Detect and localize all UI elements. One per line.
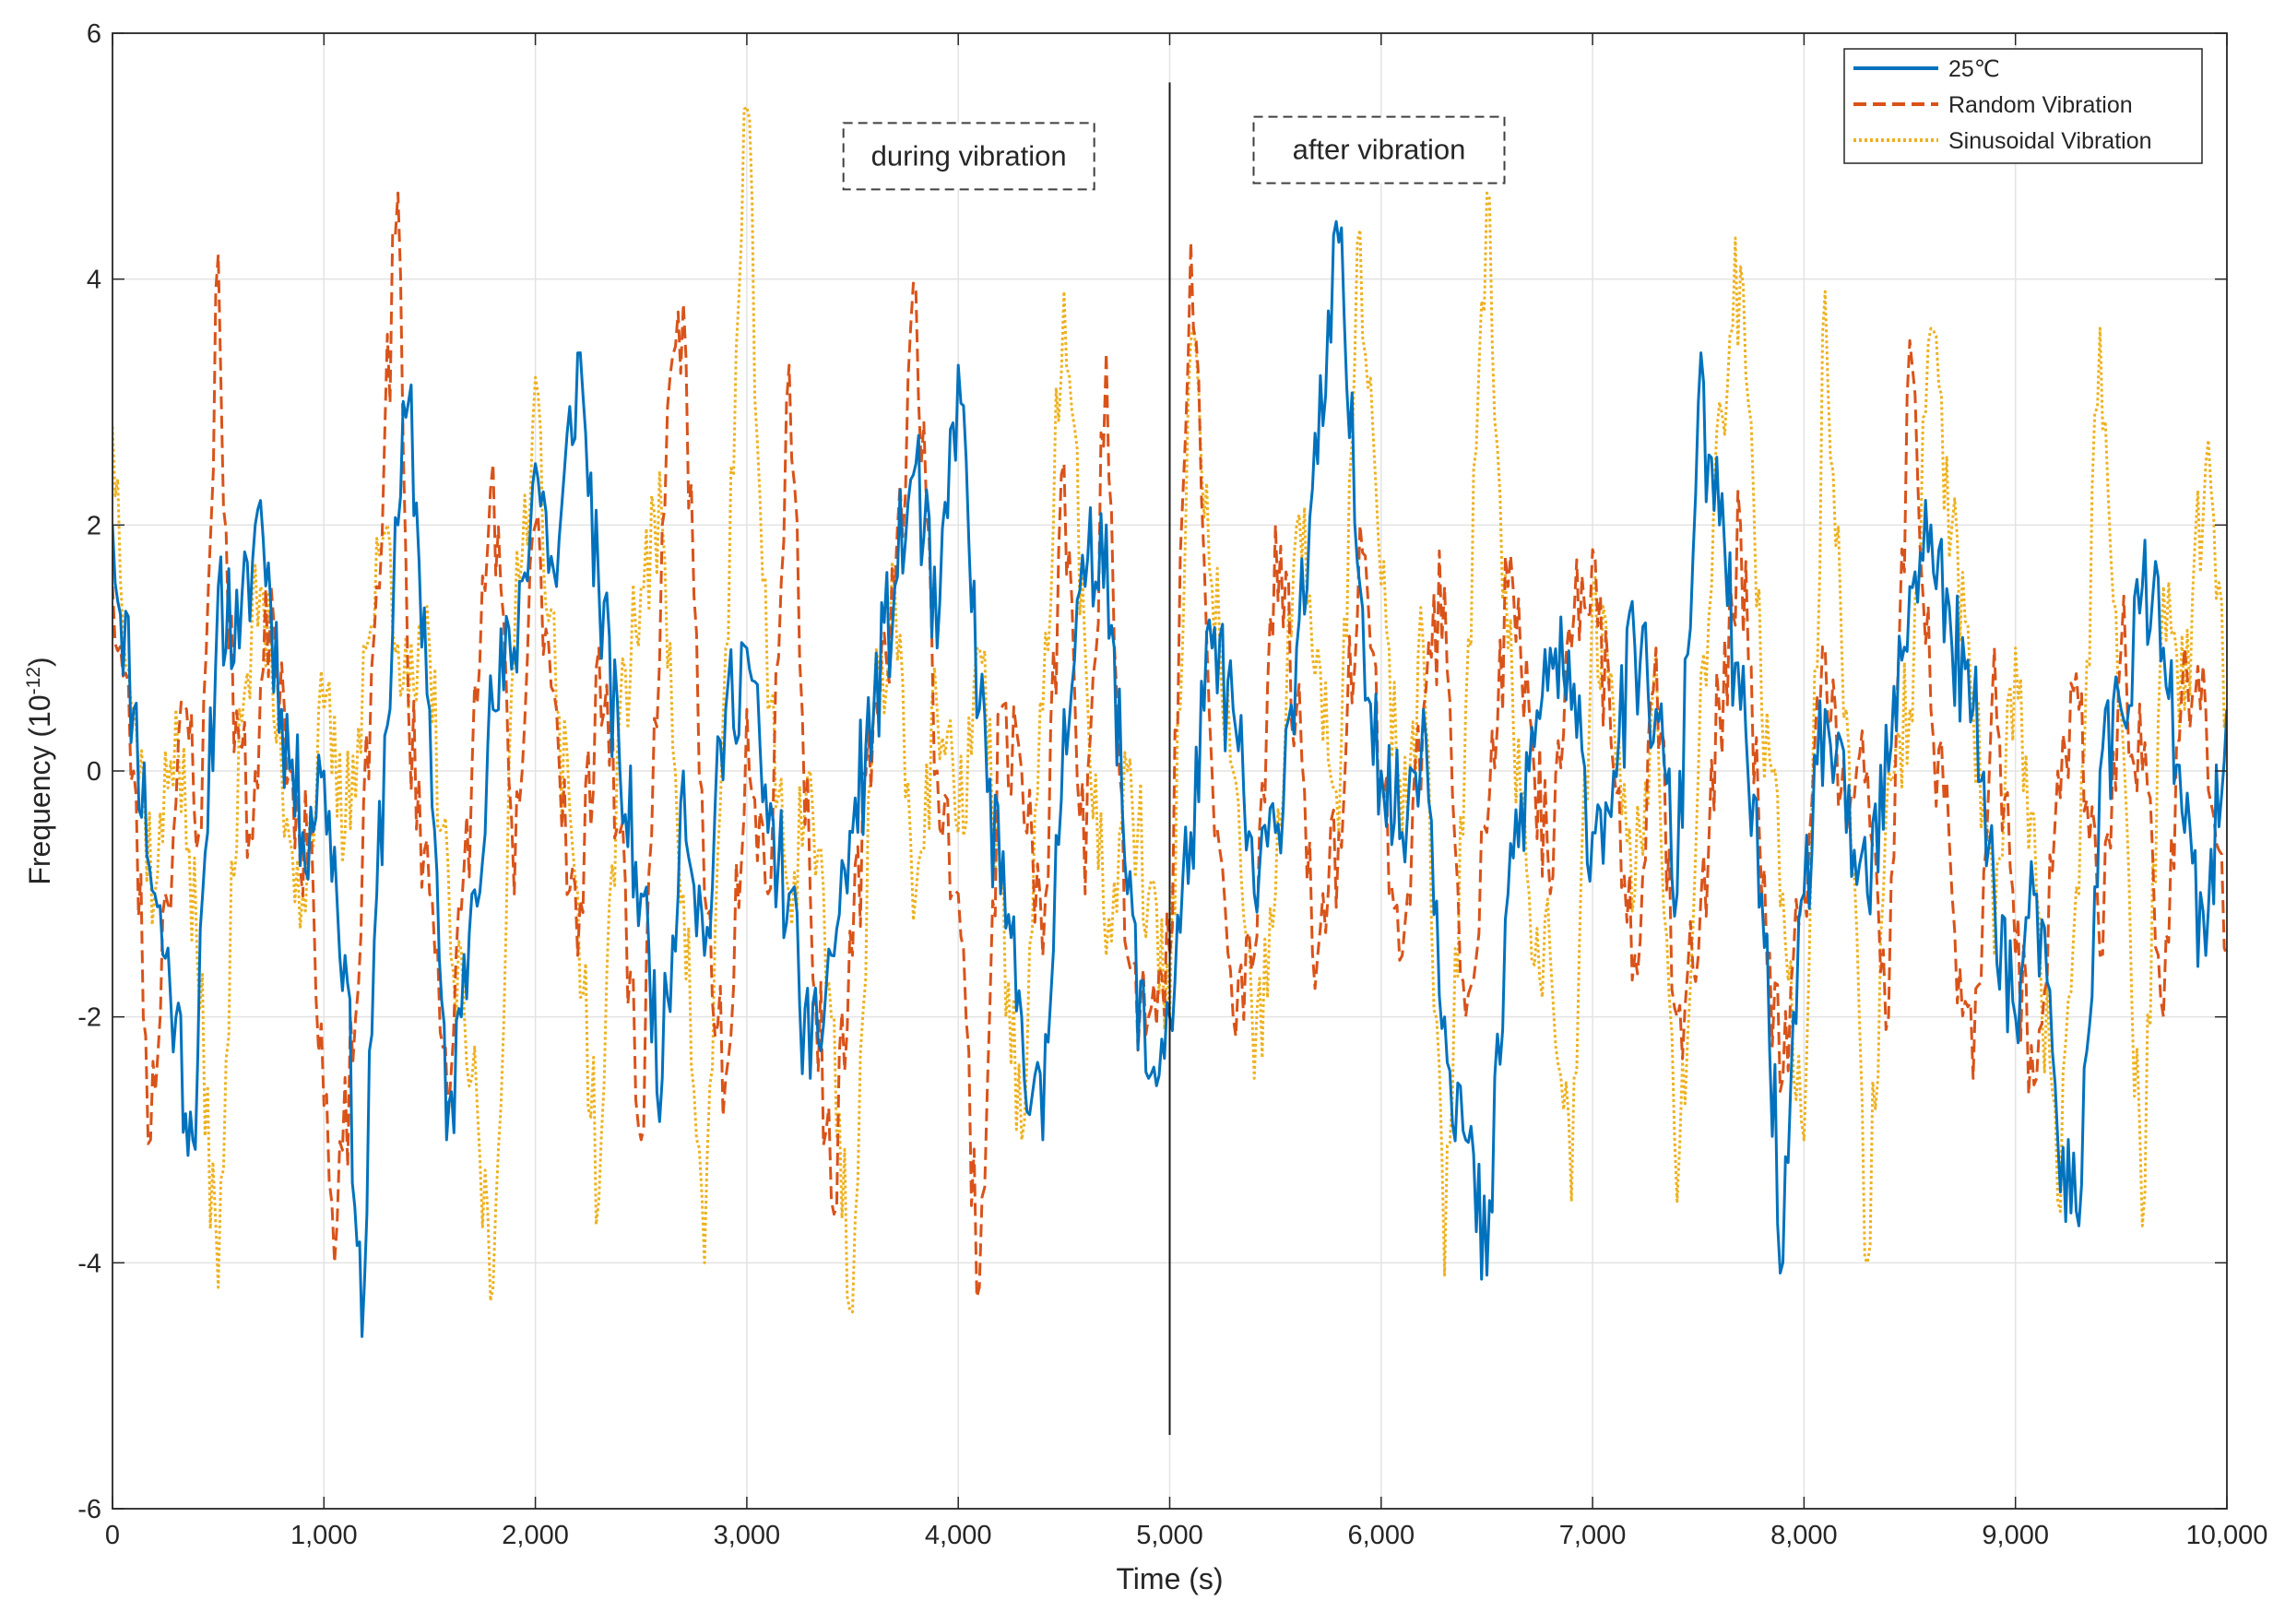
y-axis-label-main: Frequency (10 xyxy=(23,694,56,884)
series-line-25c xyxy=(112,219,2227,1338)
x-tick-label: 8,000 xyxy=(1770,1521,1838,1550)
y-tick-label: -6 xyxy=(77,1495,101,1524)
y-tick-label: 2 xyxy=(87,511,101,540)
annotation-after-vibration: after vibration xyxy=(1293,134,1466,166)
y-tick-label: -2 xyxy=(77,1003,101,1033)
y-tick-label: 4 xyxy=(87,266,101,295)
x-tick-label: 0 xyxy=(105,1521,120,1550)
y-axis-label-exponent: -12 xyxy=(23,667,44,694)
y-axis-label-suffix: ) xyxy=(23,657,56,667)
x-axis-label: Time (s) xyxy=(1116,1562,1223,1595)
axes xyxy=(112,32,2228,1510)
y-tick-label: 6 xyxy=(87,19,101,49)
legend-label-sinusoidal-vibration: Sinusoidal Vibration xyxy=(1948,128,2152,154)
legend-label-25c: 25℃ xyxy=(1948,56,2000,82)
x-tick-label: 4,000 xyxy=(925,1521,992,1550)
x-tick-label: 6,000 xyxy=(1348,1521,1415,1550)
x-tick-label: 7,000 xyxy=(1559,1521,1627,1550)
y-tick-label: 0 xyxy=(87,757,101,787)
x-tick-label: 5,000 xyxy=(1136,1521,1203,1550)
x-tick-label: 10,000 xyxy=(2186,1521,2268,1550)
annotation-box-after xyxy=(1252,115,1506,184)
tick-labels: 0 1,000 2,000 3,000 4,000 5,000 6,000 7,000 8,00… xyxy=(77,19,2267,1550)
annotation-box-during xyxy=(842,122,1095,191)
x-tick-label: 2,000 xyxy=(502,1521,569,1550)
series-layer xyxy=(112,105,2227,1338)
x-tick-label: 3,000 xyxy=(714,1521,781,1550)
legend: 25℃ Random Vibration Sinusoidal Vibratio… xyxy=(1843,48,2203,164)
annotations: during vibration after vibration xyxy=(842,115,1506,191)
y-axis-label: Frequency (10-12) xyxy=(23,657,57,884)
legend-label-random-vibration: Random Vibration xyxy=(1948,92,2133,118)
x-tick-label: 1,000 xyxy=(290,1521,358,1550)
annotation-during-vibration: during vibration xyxy=(871,139,1067,172)
series-line-random-vibration xyxy=(112,191,2227,1299)
x-tick-label: 9,000 xyxy=(1982,1521,2049,1550)
y-tick-label: -4 xyxy=(77,1249,101,1278)
